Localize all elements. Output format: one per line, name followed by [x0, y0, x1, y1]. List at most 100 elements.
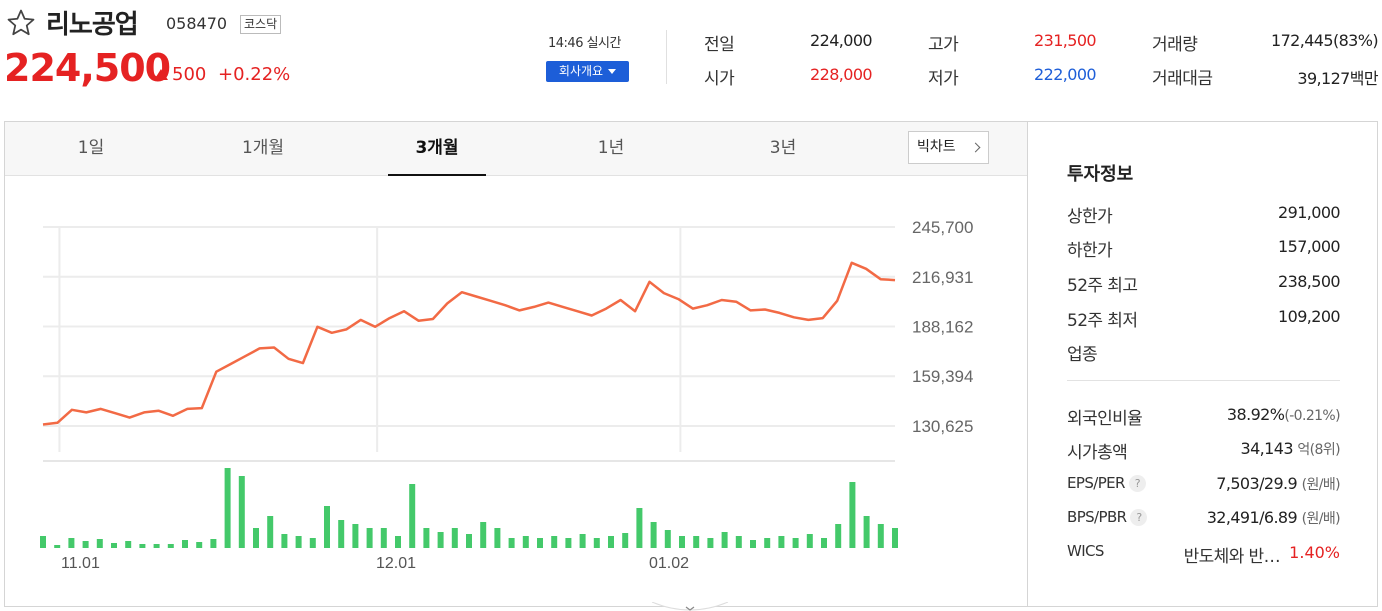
volume-bar: [636, 508, 643, 548]
quote-value-prev-close: 224,000: [810, 31, 873, 50]
volume-bar: [792, 538, 799, 548]
expand-handle-icon[interactable]: [650, 602, 730, 611]
quote-label-open: 시가: [704, 69, 735, 89]
volume-bar: [253, 528, 259, 548]
stock-code: 058470: [166, 14, 228, 33]
volume-bar: [380, 528, 387, 548]
volume-bar: [821, 538, 827, 548]
volume-bar: [764, 538, 771, 548]
caret-down-icon: [608, 69, 617, 74]
wics-industry-link[interactable]: 반도체와 반…: [1183, 547, 1281, 567]
volume-bar: [238, 476, 245, 548]
volume-bar: [480, 522, 487, 548]
chevron-right-icon: [970, 142, 981, 153]
invest-value-lower-limit: 157,000: [1278, 237, 1341, 256]
volume-bar: [267, 516, 274, 548]
volume-bar: [224, 468, 231, 548]
bps-pbr-value: 32,491/6.89: [1206, 508, 1298, 527]
invest-value-foreign-ratio: 38.92%(-0.21%): [1227, 405, 1341, 424]
help-icon[interactable]: ?: [1128, 475, 1146, 492]
invest-label-lower-limit: 하한가: [1067, 241, 1113, 261]
volume-bar: [650, 522, 657, 548]
quote-value-trade-amount: 39,127백만: [1297, 69, 1378, 88]
invest-value-bps-pbr: 32,491/6.89 (원/배): [1206, 508, 1341, 528]
volume-bar: [877, 524, 884, 548]
bigchart-button[interactable]: 빅차트: [908, 131, 989, 164]
bigchart-label: 빅차트: [917, 139, 956, 155]
volume-bar: [125, 541, 132, 548]
realtime-timestamp: 14:46 실시간: [548, 36, 621, 51]
invest-label-eps-per: EPS/PER?: [1067, 474, 1146, 492]
invest-label-52w-low: 52주 최저: [1067, 311, 1138, 331]
x-tick-label: 12.01: [376, 555, 416, 572]
quote-label-trade-amount: 거래대금: [1152, 69, 1213, 89]
volume-bar: [892, 528, 898, 548]
tab-3year[interactable]: 3년: [769, 138, 797, 158]
volume-bar: [324, 506, 330, 548]
y-tick-label: 216,931: [912, 268, 973, 287]
y-tick-label: 159,394: [912, 367, 973, 386]
volume-bar: [139, 544, 146, 548]
volume-bar: [309, 538, 316, 548]
invest-label-market-cap: 시가총액: [1067, 443, 1128, 463]
volume-bar: [451, 528, 458, 548]
volume-bar: [806, 534, 813, 548]
invest-label-bps-pbr: BPS/PBR?: [1067, 508, 1148, 526]
quote-label-low: 저가: [928, 69, 959, 89]
favorite-star-icon[interactable]: [6, 8, 36, 38]
volume-bar: [96, 539, 103, 548]
chart-grid: [43, 226, 895, 462]
volume-bar: [537, 538, 543, 548]
help-icon[interactable]: ?: [1130, 509, 1148, 526]
company-overview-button[interactable]: 회사개요: [546, 61, 629, 82]
eps-per-unit: (원/배): [1301, 477, 1341, 493]
current-price: 224,500: [4, 46, 171, 90]
volume-bar: [721, 532, 728, 548]
volume-bar: [679, 536, 685, 548]
tab-1year[interactable]: 1년: [597, 138, 625, 158]
y-tick-label: 245,700: [912, 218, 973, 237]
volume-bar: [835, 524, 842, 548]
tab-1month[interactable]: 1개월: [241, 138, 285, 158]
volume-bar: [295, 536, 302, 548]
volume-bar: [622, 533, 629, 548]
volume-bar: [423, 528, 430, 548]
volume-bar: [210, 539, 217, 548]
volume-bar: [508, 538, 515, 548]
wics-change-percent: 1.40%: [1289, 543, 1340, 562]
volume-bar: [338, 520, 345, 548]
volume-bar: [707, 538, 714, 548]
period-tabs: 1일 1개월 3개월 1년 3년 빅차트: [5, 122, 1028, 176]
quote-label-volume: 거래량: [1152, 35, 1198, 55]
x-tick-label: 01.02: [649, 555, 689, 572]
market-cap-value: 34,143: [1240, 439, 1294, 458]
x-tick-label: 11.01: [61, 555, 100, 572]
volume-bar: [409, 484, 416, 548]
volume-bar: [182, 540, 188, 548]
price-change-percent: +0.22%: [218, 64, 291, 85]
eps-per-label: EPS/PER: [1067, 474, 1125, 492]
volume-bar: [395, 536, 401, 548]
side-divider: [1027, 122, 1028, 606]
volume-bar: [111, 543, 117, 548]
chart-panel: 1일 1개월 3개월 1년 3년 빅차트 245,700 216,931 188,1…: [4, 121, 1378, 607]
tab-1day[interactable]: 1일: [77, 138, 105, 158]
y-tick-label: 130,625: [912, 417, 973, 436]
volume-bar: [551, 536, 558, 548]
company-overview-label: 회사개요: [558, 64, 604, 78]
invest-value-52w-high: 238,500: [1278, 272, 1341, 291]
volume-bar: [68, 538, 75, 548]
invest-info-title: 투자정보: [1067, 164, 1134, 185]
quote-value-open: 228,000: [810, 65, 873, 84]
invest-value-52w-low: 109,200: [1278, 307, 1341, 326]
volume-bar: [494, 528, 501, 548]
volume-bar: [167, 544, 174, 548]
invest-label-52w-high: 52주 최고: [1067, 276, 1138, 296]
price-line-group: [42, 261, 896, 426]
invest-separator: [1067, 380, 1340, 381]
volume-bar: [196, 542, 203, 548]
tab-3month[interactable]: 3개월: [388, 122, 486, 176]
volume-bar: [750, 540, 756, 548]
invest-value-upper-limit: 291,000: [1278, 203, 1341, 222]
invest-value-market-cap: 34,143 억(8위): [1240, 439, 1341, 459]
